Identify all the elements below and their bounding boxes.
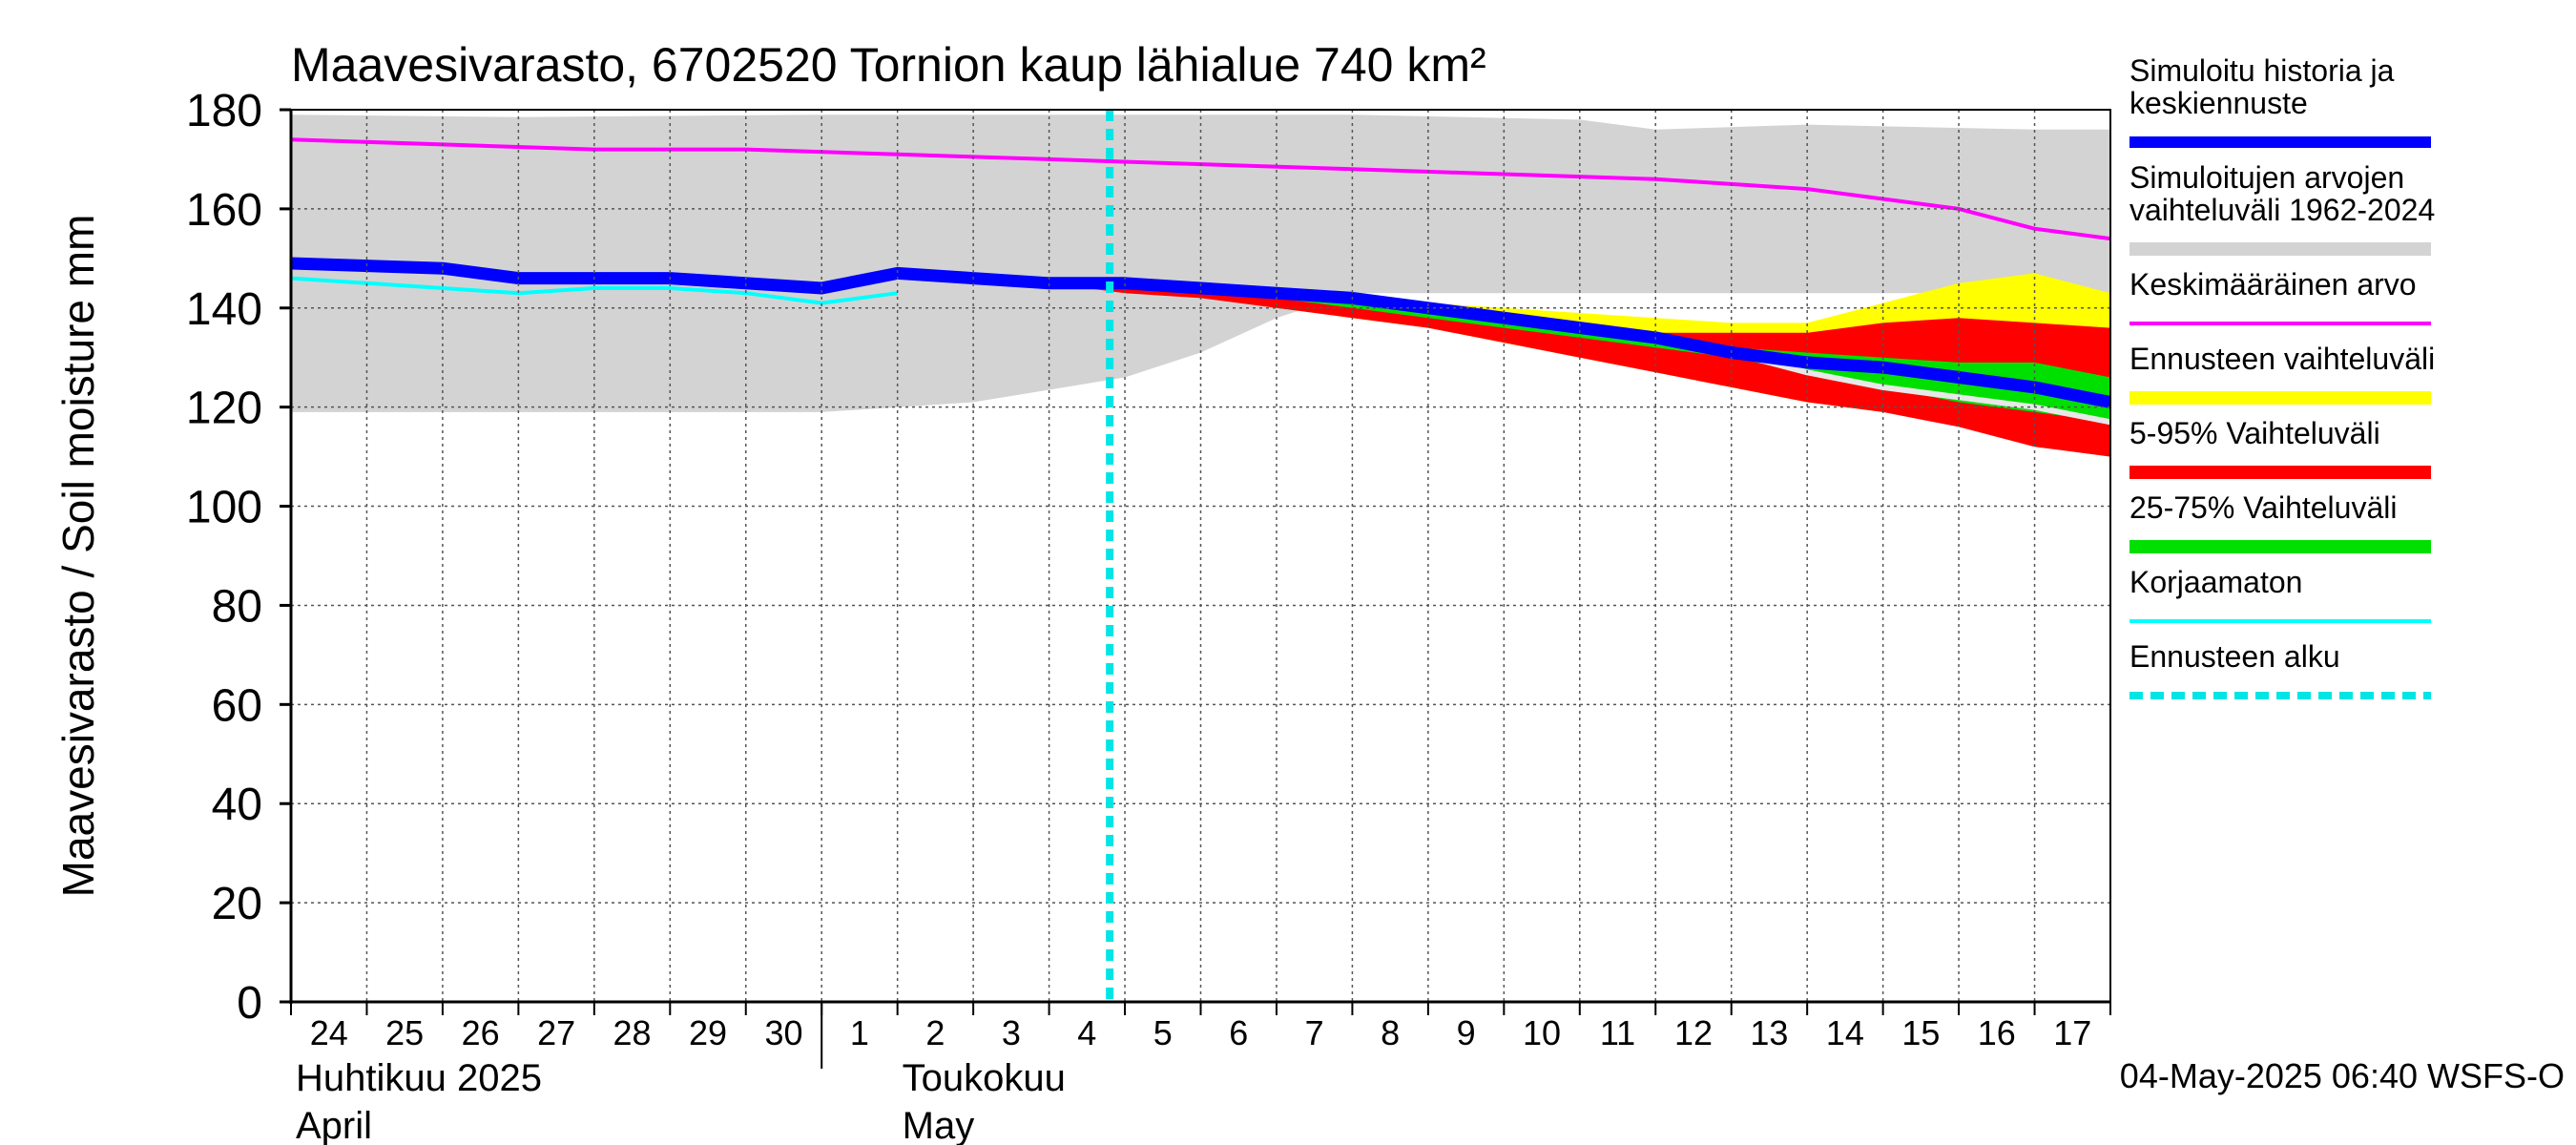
y-tick-label: 80 bbox=[212, 581, 262, 632]
y-tick-label: 40 bbox=[212, 780, 262, 830]
x-tick-label: 3 bbox=[1002, 1013, 1021, 1052]
x-tick-label: 15 bbox=[1901, 1013, 1940, 1052]
month-label-en: April bbox=[296, 1105, 372, 1145]
legend-label: vaihteluväli 1962-2024 bbox=[2129, 193, 2435, 227]
y-tick-label: 0 bbox=[237, 978, 262, 1029]
x-tick-label: 27 bbox=[537, 1013, 575, 1052]
x-tick-label: 10 bbox=[1523, 1013, 1561, 1052]
legend-label: 25-75% Vaihteluväli bbox=[2129, 490, 2397, 525]
legend-label: Simuloitu historia ja bbox=[2129, 53, 2395, 88]
x-tick-label: 11 bbox=[1600, 1013, 1635, 1052]
timestamp: 04-May-2025 06:40 WSFS-O bbox=[2120, 1056, 2565, 1095]
y-tick-label: 100 bbox=[186, 483, 262, 533]
x-tick-label: 7 bbox=[1305, 1013, 1324, 1052]
x-tick-label: 4 bbox=[1077, 1013, 1096, 1052]
x-tick-label: 16 bbox=[1978, 1013, 2016, 1052]
x-tick-label: 24 bbox=[310, 1013, 348, 1052]
x-tick-label: 8 bbox=[1381, 1013, 1400, 1052]
x-tick-label: 5 bbox=[1153, 1013, 1173, 1052]
x-tick-label: 25 bbox=[385, 1013, 424, 1052]
x-tick-label: 6 bbox=[1229, 1013, 1248, 1052]
legend: Simuloitu historia jakeskiennusteSimuloi… bbox=[2129, 53, 2435, 699]
legend-item: 25-75% Vaihteluväli bbox=[2129, 490, 2431, 553]
legend-label: keskiennuste bbox=[2129, 86, 2308, 120]
legend-label: 5-95% Vaihteluväli bbox=[2129, 416, 2380, 450]
y-tick-label: 60 bbox=[212, 680, 262, 731]
x-tick-label: 26 bbox=[462, 1013, 500, 1052]
x-tick-label: 28 bbox=[613, 1013, 652, 1052]
forecast-range-band bbox=[1049, 273, 2110, 457]
x-tick-label: 13 bbox=[1750, 1013, 1788, 1052]
simulated-line bbox=[291, 257, 2110, 408]
x-tick-label: 14 bbox=[1826, 1013, 1864, 1052]
forecast-median-line bbox=[1730, 349, 2110, 426]
legend-item: 5-95% Vaihteluväli bbox=[2129, 416, 2431, 479]
x-tick-label: 30 bbox=[764, 1013, 802, 1052]
x-tick-label: 29 bbox=[689, 1013, 727, 1052]
y-tick-label: 140 bbox=[186, 284, 262, 335]
month-label: Toukokuu bbox=[903, 1057, 1066, 1099]
legend-item: Ennusteen alku bbox=[2129, 639, 2431, 699]
x-tick-label: 2 bbox=[925, 1013, 945, 1052]
uncorrected-line bbox=[291, 276, 898, 305]
y-tick-label: 120 bbox=[186, 384, 262, 434]
y-axis-label: Maavesivarasto / Soil moisture mm bbox=[53, 215, 103, 898]
legend-label: Keskimääräinen arvo bbox=[2129, 267, 2417, 302]
legend-label: Ennusteen alku bbox=[2129, 639, 2340, 674]
x-tick-label: 17 bbox=[2053, 1013, 2091, 1052]
legend-item: Keskimääräinen arvo bbox=[2129, 267, 2431, 325]
grid bbox=[291, 109, 2110, 1002]
y-tick-label: 180 bbox=[186, 86, 262, 136]
chart-title: Maavesivarasto, 6702520 Tornion kaup läh… bbox=[291, 38, 1486, 92]
legend-item: Ennusteen vaihteluväli bbox=[2129, 342, 2435, 405]
month-label-en: May bbox=[903, 1105, 975, 1145]
x-tick-label: 1 bbox=[850, 1013, 869, 1052]
y-tick-label: 160 bbox=[186, 185, 262, 236]
legend-label: Korjaamaton bbox=[2129, 565, 2302, 599]
x-tick-label: 12 bbox=[1674, 1013, 1713, 1052]
y-tick-label: 20 bbox=[212, 879, 262, 929]
x-tick-label: 9 bbox=[1457, 1013, 1476, 1052]
legend-label: Simuloitujen arvojen bbox=[2129, 160, 2404, 195]
month-label: Huhtikuu 2025 bbox=[296, 1057, 542, 1099]
legend-item: Korjaamaton bbox=[2129, 565, 2431, 623]
legend-label: Ennusteen vaihteluväli bbox=[2129, 342, 2435, 376]
